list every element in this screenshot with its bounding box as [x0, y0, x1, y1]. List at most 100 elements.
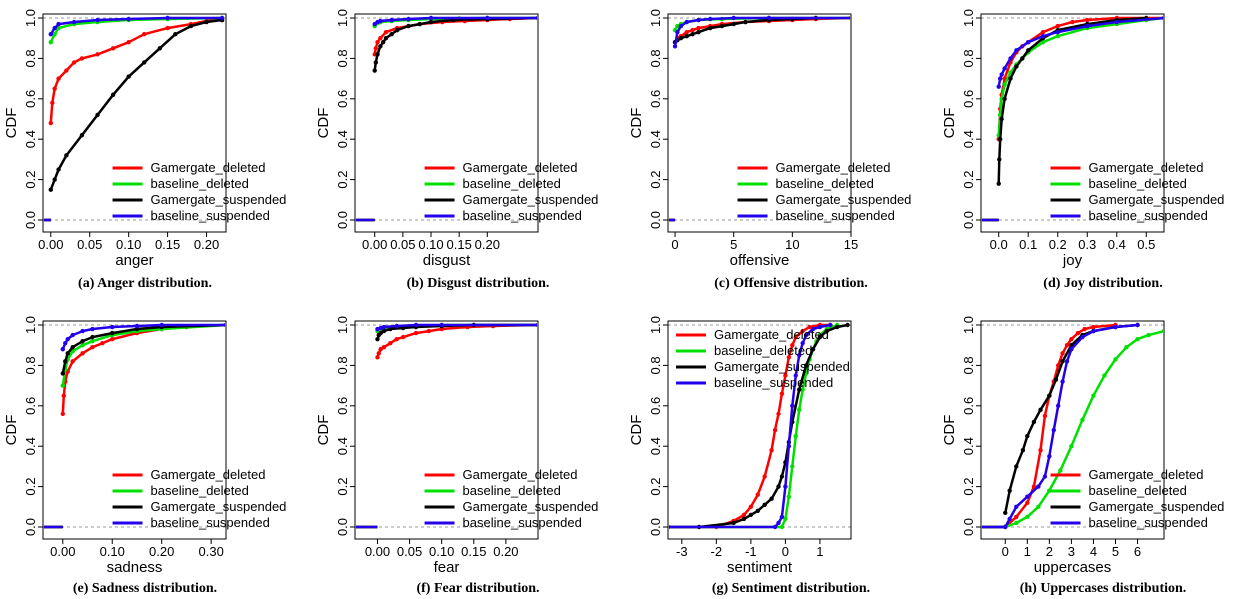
data-point-Gamergate_suspended: [388, 326, 393, 332]
data-point-Gamergate_deleted: [110, 336, 115, 342]
data-point-baseline_suspended: [1091, 328, 1096, 334]
x-tick-label: 0.20: [493, 544, 518, 559]
x-axis-title: sentiment: [727, 559, 793, 576]
data-point-Gamergate_deleted: [50, 100, 55, 106]
data-point-Gamergate_deleted: [79, 56, 85, 61]
y-tick-label: 1.0: [961, 9, 976, 27]
data-point-Gamergate_deleted: [755, 492, 760, 497]
data-point-Gamergate_suspended: [372, 68, 377, 73]
x-tick-label: 5: [1112, 544, 1119, 559]
data-point-baseline_deleted: [675, 23, 680, 29]
series-line-baseline_suspended: [61, 323, 225, 350]
data-point-Gamergate_deleted: [375, 40, 380, 45]
data-point-baseline_suspended: [381, 324, 387, 330]
data-point-baseline_deleted: [1036, 504, 1041, 509]
data-point-Gamergate_suspended: [417, 21, 422, 27]
series-group: [44, 15, 225, 222]
y-tick-label: 0.0: [961, 211, 976, 229]
data-point-Gamergate_deleted: [61, 393, 66, 398]
x-tick-label: 2: [1046, 544, 1053, 559]
data-point-Gamergate_suspended: [1014, 464, 1019, 469]
data-point-Gamergate_deleted: [1025, 500, 1030, 505]
y-axis-title: CDF: [315, 108, 332, 139]
data-point-Gamergate_suspended: [817, 334, 823, 340]
series-line-Gamergate_suspended: [49, 18, 223, 191]
data-point-Gamergate_suspended: [1047, 393, 1052, 398]
data-point-Gamergate_deleted: [800, 328, 805, 334]
legend-label: baseline_suspended: [151, 208, 270, 223]
series-line-baseline_suspended: [997, 16, 1163, 87]
data-point-Gamergate_suspended: [1014, 64, 1019, 69]
data-point-baseline_suspended: [428, 15, 434, 21]
data-point-Gamergate_suspended: [1020, 448, 1026, 453]
data-point-baseline_suspended: [1055, 29, 1060, 35]
data-point-Gamergate_deleted: [696, 25, 701, 31]
data-point-baseline_deleted: [790, 464, 795, 469]
y-tick-label: 0.6: [335, 90, 350, 108]
data-point-baseline_suspended: [56, 21, 61, 27]
data-point-baseline_suspended: [1025, 494, 1030, 499]
plot-frame: [667, 320, 852, 540]
y-tick-label: 0.0: [961, 518, 976, 536]
data-point-Gamergate_deleted: [142, 31, 147, 37]
figure-caption: (g) Sentiment distribution.: [712, 581, 870, 596]
legend-label: baseline_suspended: [714, 375, 833, 390]
y-tick-label: 0.8: [648, 356, 663, 374]
data-point-baseline_suspended: [223, 323, 225, 327]
data-point-Gamergate_deleted: [741, 512, 747, 518]
y-tick-label: 0.4: [23, 130, 38, 148]
data-point-baseline_deleted: [1025, 514, 1030, 520]
legend-label: Gamergate_deleted: [151, 160, 266, 175]
x-tick-label: 0.2: [1049, 237, 1067, 252]
series-line-baseline_suspended: [1004, 323, 1138, 528]
data-point-Gamergate_deleted: [786, 355, 792, 360]
y-tick-label: 0.6: [648, 397, 663, 415]
data-point-Gamergate_deleted: [80, 351, 85, 356]
x-tick-label: 0.00: [365, 544, 390, 559]
series-group: [356, 15, 537, 222]
legend-label: baseline_suspended: [1089, 208, 1208, 223]
data-point-baseline_suspended: [708, 16, 713, 22]
y-tick-label: 0.2: [961, 171, 976, 189]
data-point-Gamergate_deleted: [71, 60, 77, 65]
data-point-baseline_suspended: [1069, 347, 1074, 352]
data-point-Gamergate_deleted: [783, 373, 788, 378]
data-point-baseline_suspended: [678, 23, 684, 29]
x-tick-label: 0.15: [155, 237, 180, 252]
data-point-Gamergate_deleted: [70, 359, 75, 364]
x-tick-label: 15: [844, 237, 858, 252]
data-point-baseline_suspended: [996, 84, 1001, 89]
data-point-baseline_suspended: [803, 332, 809, 338]
data-point-Gamergate_deleted: [373, 46, 379, 51]
legend-label: Gamergate_deleted: [1089, 160, 1204, 175]
figure-caption: (a) Anger distribution.: [78, 276, 212, 291]
legend-label: baseline_deleted: [1089, 483, 1187, 498]
data-point-baseline_suspended: [52, 25, 57, 31]
data-point-Gamergate_deleted: [95, 52, 100, 57]
data-point-baseline_suspended: [1080, 334, 1085, 340]
data-point-Gamergate_suspended: [1003, 510, 1008, 516]
x-tick-label: 6: [1134, 544, 1141, 559]
x-tick-label: 0.5: [1137, 237, 1155, 252]
y-axis-title: CDF: [941, 108, 958, 139]
y-tick-label: 0.8: [23, 356, 38, 374]
data-point-Gamergate_suspended: [1038, 407, 1043, 413]
data-point-Gamergate_deleted: [100, 340, 105, 346]
data-point-Gamergate_suspended: [1031, 419, 1037, 425]
legend-label: baseline_deleted: [151, 176, 249, 191]
data-point-Gamergate_suspended: [134, 326, 140, 332]
data-point-baseline_suspended: [783, 484, 788, 489]
series-group: [356, 322, 537, 529]
legend-label: Gamergate_deleted: [714, 327, 829, 342]
data-point-baseline_suspended: [1085, 23, 1090, 29]
data-point-Gamergate_suspended: [731, 21, 736, 27]
data-point-baseline_suspended: [90, 326, 95, 332]
data-point-Gamergate_suspended: [48, 187, 53, 192]
data-point-baseline_suspended: [696, 17, 701, 23]
data-point-Gamergate_suspended: [690, 31, 695, 37]
y-tick-label: 1.0: [335, 9, 350, 27]
data-point-Gamergate_suspended: [63, 359, 68, 364]
data-point-Gamergate_suspended: [142, 60, 147, 65]
x-tick-label: 0.15: [461, 544, 486, 559]
data-point-baseline_suspended: [63, 340, 68, 346]
